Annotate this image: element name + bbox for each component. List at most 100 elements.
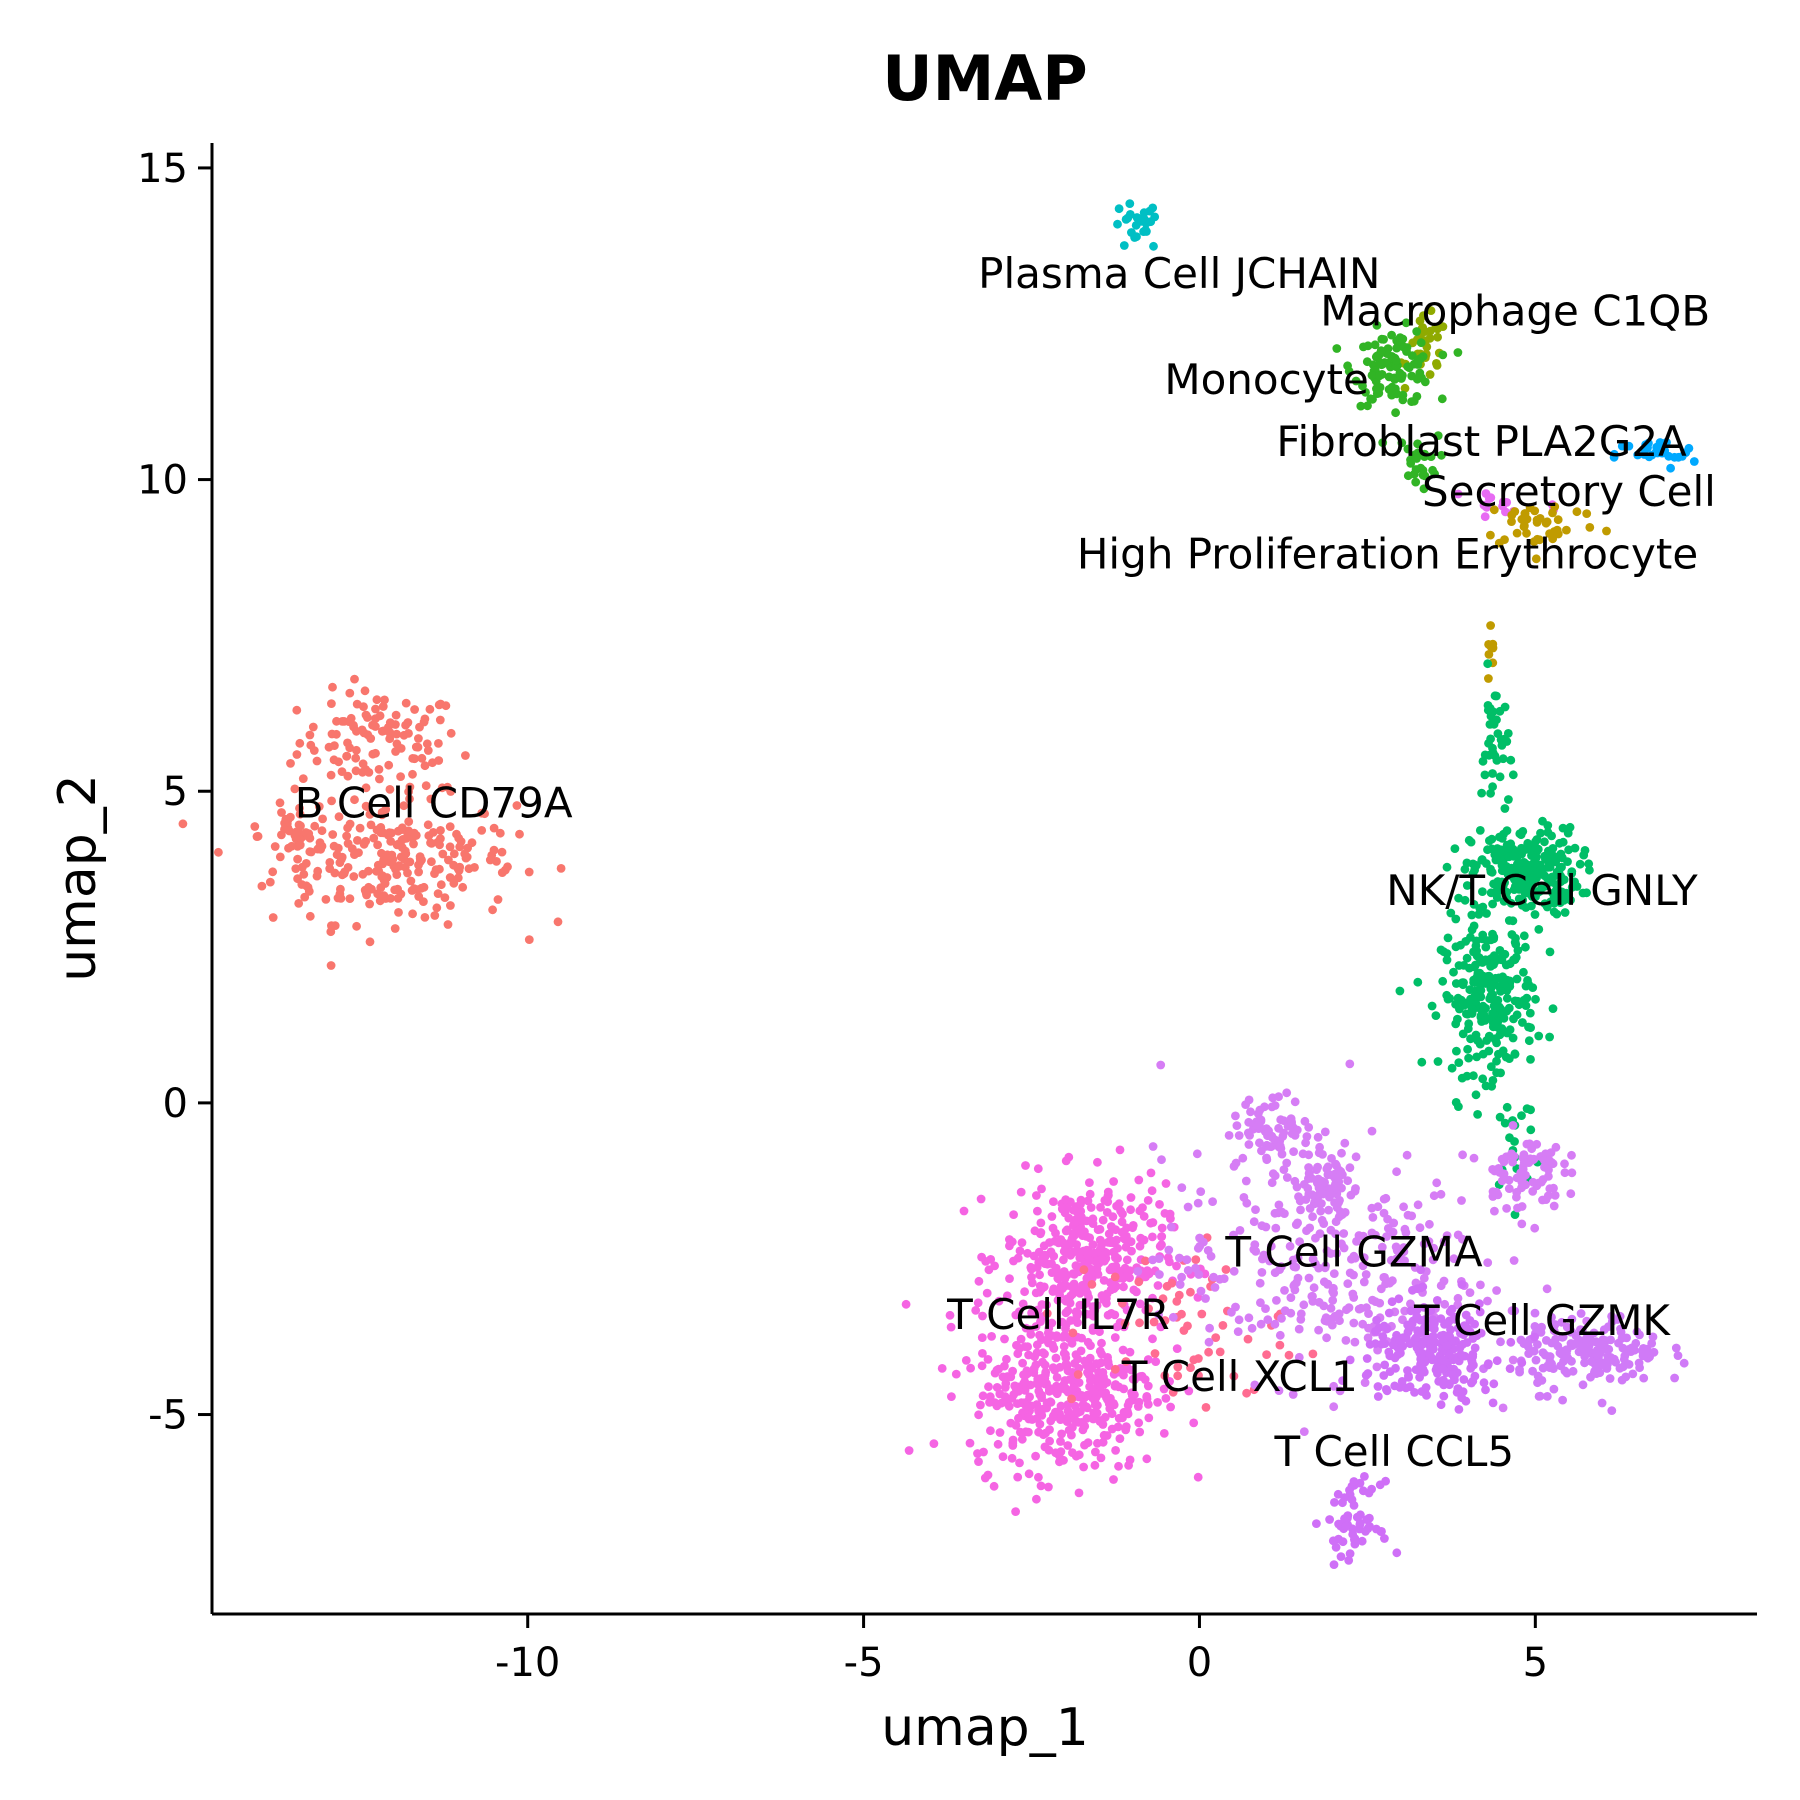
data-point	[1096, 1203, 1105, 1212]
data-point	[1053, 1295, 1063, 1305]
x-tick-label: 0	[1187, 1640, 1212, 1686]
data-point	[1194, 1371, 1203, 1380]
data-point	[1504, 1184, 1514, 1193]
data-point	[1599, 1325, 1609, 1334]
data-point	[1502, 1102, 1512, 1112]
data-point	[1227, 1307, 1236, 1317]
data-point	[1388, 1276, 1397, 1286]
x-ticks: -10 -5 0 5	[495, 1614, 1548, 1686]
data-point	[974, 1410, 983, 1420]
data-point	[1002, 1291, 1012, 1301]
series-1	[1113, 199, 1160, 251]
data-point	[1234, 1315, 1244, 1325]
data-point	[385, 728, 395, 737]
data-point	[1420, 1315, 1430, 1324]
data-point	[1490, 1206, 1499, 1216]
data-point	[1349, 1477, 1359, 1486]
data-point	[302, 881, 311, 891]
data-point	[1275, 1265, 1284, 1274]
data-point	[294, 899, 304, 908]
data-point	[376, 883, 386, 893]
data-point	[1326, 1303, 1336, 1313]
data-point	[1326, 1225, 1336, 1235]
data-point	[326, 927, 336, 937]
data-point	[1149, 241, 1158, 251]
data-point	[1432, 1178, 1442, 1188]
data-point	[1331, 1217, 1341, 1227]
data-point	[1500, 866, 1509, 876]
data-point	[1407, 397, 1416, 406]
data-point	[310, 821, 320, 831]
data-point	[1143, 1196, 1153, 1205]
data-point	[1263, 1315, 1273, 1325]
data-point	[1161, 1394, 1171, 1403]
data-point	[1255, 1138, 1264, 1148]
data-point	[1458, 1387, 1468, 1396]
data-point	[1340, 1208, 1350, 1217]
data-point	[1302, 1226, 1311, 1236]
data-point	[1481, 942, 1491, 952]
data-point	[1095, 1327, 1104, 1337]
data-point	[1509, 885, 1519, 894]
data-point	[1229, 1371, 1239, 1381]
data-point	[1275, 1330, 1285, 1340]
data-point	[1121, 215, 1131, 224]
data-point	[1074, 1378, 1084, 1387]
data-point	[1156, 1060, 1166, 1070]
data-point	[1097, 1338, 1106, 1348]
data-point	[298, 774, 308, 783]
data-point	[965, 1438, 975, 1448]
data-point	[306, 847, 316, 857]
data-point	[1106, 1222, 1116, 1231]
data-point	[1530, 859, 1540, 869]
data-point	[1388, 1227, 1398, 1237]
data-point	[1014, 1413, 1023, 1423]
data-point	[1037, 1255, 1047, 1265]
data-point	[1462, 953, 1472, 963]
data-point	[1193, 1243, 1203, 1253]
data-point	[1466, 1034, 1475, 1044]
data-point	[1537, 1376, 1547, 1385]
data-point	[446, 728, 456, 738]
data-point	[343, 738, 352, 748]
data-point	[1361, 1527, 1370, 1536]
data-point	[1515, 1367, 1524, 1377]
data-point	[428, 758, 437, 768]
data-point	[1117, 1217, 1127, 1227]
data-point	[1453, 1293, 1463, 1303]
data-point	[1670, 1373, 1679, 1383]
data-point	[1091, 1392, 1101, 1402]
data-point	[1129, 1285, 1139, 1295]
data-point	[1264, 1126, 1273, 1136]
data-point	[1483, 701, 1493, 710]
data-point	[1153, 1398, 1162, 1407]
data-point	[1376, 346, 1386, 355]
data-point	[1566, 1327, 1576, 1337]
data-point	[292, 705, 302, 715]
data-point	[1121, 1357, 1131, 1366]
data-point	[1582, 1333, 1592, 1343]
data-point	[1618, 1362, 1628, 1372]
data-point	[1343, 1176, 1353, 1186]
data-point	[1468, 1352, 1478, 1361]
y-ticks: -5 0 5 10 15	[137, 146, 212, 1439]
data-point	[984, 1382, 993, 1392]
data-point	[1438, 350, 1448, 360]
data-point	[1314, 1183, 1324, 1193]
data-point	[1052, 1389, 1062, 1399]
cluster-label: T Cell GZMA	[1224, 1228, 1482, 1277]
data-point	[1210, 1283, 1220, 1292]
data-point	[1505, 1364, 1515, 1373]
data-point	[1524, 1022, 1533, 1032]
data-point	[1395, 986, 1405, 996]
data-point	[430, 869, 439, 878]
data-point	[1509, 1256, 1519, 1265]
data-point	[410, 705, 419, 714]
data-point	[463, 843, 472, 853]
data-point	[1322, 1246, 1332, 1256]
data-point	[1518, 1018, 1527, 1027]
data-point	[1525, 503, 1535, 513]
data-point	[904, 1446, 914, 1455]
data-point	[1412, 1284, 1422, 1294]
data-point	[1356, 401, 1366, 411]
